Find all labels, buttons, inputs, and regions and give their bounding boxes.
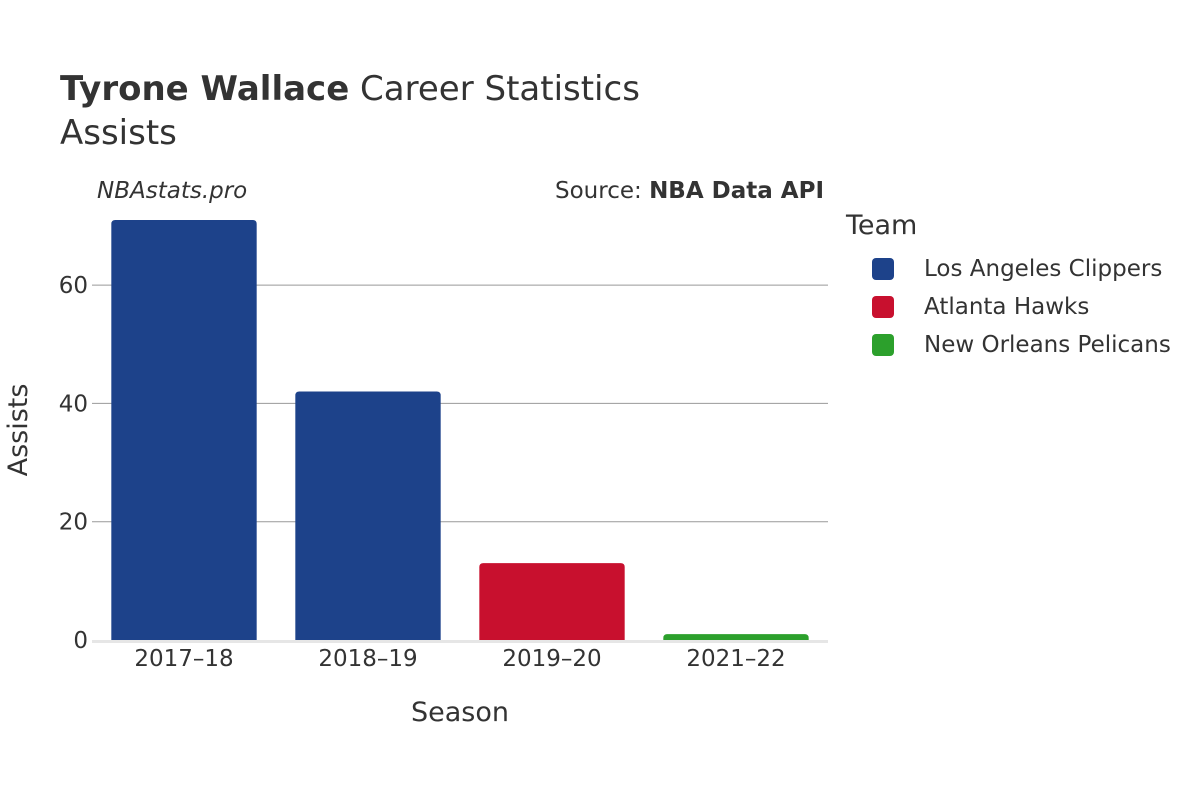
y-tick-label: 60 [59, 273, 88, 299]
bars [111, 220, 809, 640]
legend-item-clippers[interactable]: Los Angeles Clippers [846, 250, 1171, 288]
legend-label: Los Angeles Clippers [924, 256, 1163, 282]
x-tick-label: 2018–19 [318, 646, 417, 672]
legend-label: Atlanta Hawks [924, 294, 1090, 320]
legend: Team Los Angeles Clippers Atlanta Hawks … [846, 208, 1171, 364]
source-name: NBA Data API [649, 178, 824, 204]
legend-item-hawks[interactable]: Atlanta Hawks [846, 288, 1171, 326]
source-credit: Source: NBA Data API [555, 178, 824, 204]
chart-subtitle: Assists [60, 113, 177, 153]
y-tick-label: 20 [59, 510, 88, 536]
source-prefix: Source: [555, 178, 650, 204]
title-suffix: Career Statistics [349, 69, 640, 109]
bar-2017–18 [111, 220, 257, 640]
legend-title: Team [846, 210, 918, 241]
x-tick-label: 2021–22 [686, 646, 785, 672]
legend-label: New Orleans Pelicans [924, 332, 1171, 358]
legend-item-pelicans[interactable]: New Orleans Pelicans [846, 326, 1171, 364]
y-axis-title: Assists [3, 384, 34, 477]
watermark: NBAstats.pro [97, 178, 248, 204]
bar-2021–22 [663, 634, 809, 640]
chart-title: Tyrone Wallace Career Statistics [60, 68, 640, 110]
x-tick-label: 2017–18 [134, 646, 233, 672]
y-tick-label: 0 [73, 628, 88, 654]
x-axis-title: Season [411, 697, 509, 728]
legend-swatch [872, 258, 894, 280]
bar-2019–20 [479, 563, 625, 640]
y-tick-label: 40 [59, 391, 88, 417]
bar-2018–19 [295, 391, 441, 640]
x-tick-label: 2019–20 [502, 646, 601, 672]
axes: 0 20 40 60 2017–18 2018–19 2019–20 2021–22 Seaso… [3, 273, 828, 728]
player-name: Tyrone Wallace [60, 69, 350, 109]
legend-swatch [872, 334, 894, 356]
legend-swatch [872, 296, 894, 318]
